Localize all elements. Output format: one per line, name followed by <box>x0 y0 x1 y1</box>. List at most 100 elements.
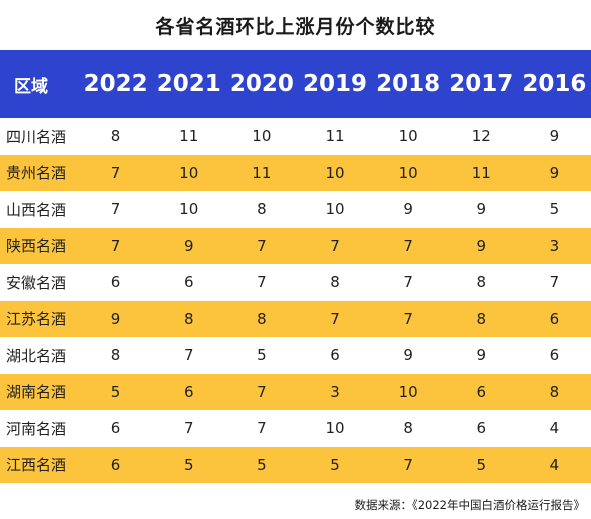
source-note: 数据来源：《2022年中国白酒价格运行报告》 <box>354 498 585 512</box>
value-cell: 8 <box>476 309 487 328</box>
year-header: 2016 <box>522 71 587 97</box>
table-row: 山西名酒 7 10 8 10 9 9 5 <box>0 191 591 228</box>
value-cell: 7 <box>257 236 267 255</box>
value-cell: 6 <box>476 382 487 401</box>
value-cell: 4 <box>549 455 560 474</box>
table-row: 江西名酒 6 5 5 5 7 5 4 <box>0 446 591 483</box>
value-cell: 10 <box>398 163 418 182</box>
region-cell: 四川名酒 <box>0 118 79 155</box>
value-cell: 10 <box>252 127 272 146</box>
table-row: 江苏名酒 9 8 8 7 7 8 6 <box>0 300 591 337</box>
region-cell: 山西名酒 <box>0 191 79 228</box>
region-cell: 湖北名酒 <box>0 337 79 374</box>
value-cell: 11 <box>325 127 345 146</box>
region-cell: 安徽名酒 <box>0 264 79 301</box>
value-cell: 7 <box>110 163 121 182</box>
table-row: 湖北名酒 8 7 5 6 9 9 6 <box>0 337 591 374</box>
data-table: 区域 2022 2021 2020 2019 2018 2017 2016 四川… <box>0 50 591 483</box>
value-cell: 6 <box>549 346 560 365</box>
year-header: 2022 <box>83 71 148 97</box>
value-cell: 7 <box>403 236 413 255</box>
value-cell: 9 <box>183 236 194 255</box>
table-row: 四川名酒 8 11 10 11 10 12 9 <box>0 118 591 155</box>
region-cell: 贵州名酒 <box>6 164 67 183</box>
value-cell: 11 <box>179 127 199 146</box>
year-header: 2020 <box>229 71 294 97</box>
value-cell: 7 <box>257 273 267 292</box>
value-cell: 5 <box>476 455 487 474</box>
value-cell: 6 <box>110 455 121 474</box>
value-cell: 10 <box>398 382 418 401</box>
value-cell: 6 <box>549 309 560 328</box>
value-cell: 6 <box>110 273 121 292</box>
value-cell: 9 <box>403 200 413 219</box>
value-cell: 8 <box>257 309 267 328</box>
value-cell: 7 <box>403 273 413 292</box>
region-cell: 河南名酒 <box>0 410 79 447</box>
value-cell: 7 <box>183 346 194 365</box>
value-cell: 9 <box>476 236 487 255</box>
value-cell: 8 <box>330 273 340 292</box>
table-row: 贵州名酒 7 10 11 10 10 11 9 <box>0 154 591 191</box>
value-cell: 3 <box>330 382 340 401</box>
year-header: 2018 <box>376 71 441 97</box>
value-cell: 5 <box>330 455 340 474</box>
value-cell: 5 <box>257 346 267 365</box>
chart-title: 各省名酒环比上涨月份个数比较 <box>155 16 436 38</box>
value-cell: 10 <box>325 419 345 438</box>
value-cell: 8 <box>183 309 194 328</box>
value-cell: 7 <box>330 309 340 328</box>
value-cell: 3 <box>549 236 560 255</box>
value-cell: 5 <box>257 455 267 474</box>
value-cell: 8 <box>110 127 121 146</box>
region-header: 区域 <box>14 76 48 97</box>
value-cell: 7 <box>183 419 194 438</box>
value-cell: 9 <box>476 346 487 365</box>
value-cell: 8 <box>476 273 487 292</box>
value-cell: 11 <box>471 163 491 182</box>
value-cell: 7 <box>403 455 413 474</box>
table-row: 安徽名酒 6 6 7 8 7 8 7 <box>0 264 591 301</box>
value-cell: 6 <box>183 382 194 401</box>
table-row: 河南名酒 6 7 7 10 8 6 4 <box>0 410 591 447</box>
value-cell: 10 <box>179 163 199 182</box>
region-cell: 陕西名酒 <box>6 237 67 256</box>
value-cell: 10 <box>325 200 345 219</box>
value-cell: 8 <box>549 382 560 401</box>
value-cell: 10 <box>179 200 199 219</box>
year-header: 2017 <box>449 71 514 97</box>
value-cell: 11 <box>252 163 272 182</box>
value-cell: 10 <box>398 127 418 146</box>
year-header: 2021 <box>156 71 221 97</box>
table-body: 四川名酒 8 11 10 11 10 12 9 贵州名酒 7 10 11 10 10 11 9 山西名酒 7 10 8… <box>0 118 591 483</box>
value-cell: 8 <box>110 346 121 365</box>
header-row: 区域 2022 2021 2020 2019 2018 2017 2016 <box>0 50 591 118</box>
value-cell: 9 <box>403 346 413 365</box>
value-cell: 5 <box>183 455 194 474</box>
value-cell: 9 <box>476 200 487 219</box>
value-cell: 7 <box>257 419 267 438</box>
value-cell: 8 <box>403 419 413 438</box>
value-cell: 7 <box>549 273 560 292</box>
value-cell: 7 <box>110 236 121 255</box>
value-cell: 4 <box>549 419 560 438</box>
value-cell: 6 <box>330 346 340 365</box>
value-cell: 6 <box>476 419 487 438</box>
value-cell: 9 <box>549 127 560 146</box>
value-cell: 9 <box>549 163 560 182</box>
value-cell: 7 <box>403 309 413 328</box>
region-cell: 湖南名酒 <box>6 383 67 402</box>
value-cell: 7 <box>110 200 121 219</box>
region-cell: 江苏名酒 <box>6 310 67 329</box>
value-cell: 10 <box>325 163 345 182</box>
value-cell: 12 <box>471 127 491 146</box>
table-row: 陕西名酒 7 9 7 7 7 9 3 <box>0 227 591 264</box>
value-cell: 8 <box>257 200 267 219</box>
value-cell: 5 <box>110 382 121 401</box>
value-cell: 9 <box>110 309 121 328</box>
year-header: 2019 <box>302 71 367 97</box>
value-cell: 6 <box>183 273 194 292</box>
table-row: 湖南名酒 5 6 7 3 10 6 8 <box>0 373 591 410</box>
value-cell: 5 <box>549 200 560 219</box>
